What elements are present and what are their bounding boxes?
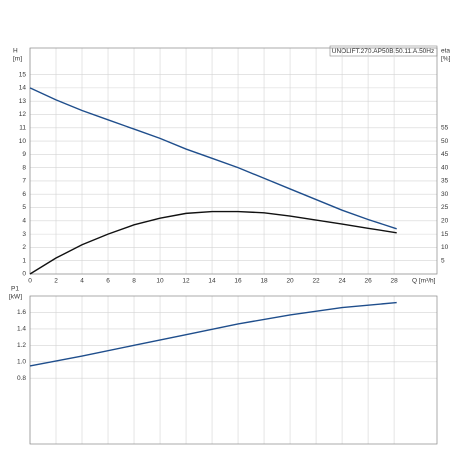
y-tick-label: 1.6: [17, 309, 26, 316]
x-tick-label: 8: [132, 278, 136, 285]
x-tick-label: 20: [286, 278, 294, 285]
y2-tick-label: 30: [441, 191, 449, 198]
plot-frame: [29, 47, 438, 275]
y-tick-label: 11: [19, 124, 26, 131]
y-tick-label: 1.4: [17, 326, 26, 333]
y-label: H: [13, 48, 18, 55]
x-tick-label: 2: [54, 278, 58, 285]
y-tick-label: 1: [22, 257, 26, 264]
y-tick-label: 8: [22, 164, 26, 171]
y-tick-label: 10: [19, 138, 27, 145]
x-tick-label: 6: [106, 278, 110, 285]
data-line: [29, 301, 397, 367]
x-tick-label: 14: [208, 278, 216, 285]
chart-title: UNOLIFT.270.AP50B.50.11.A.50Hz: [332, 48, 435, 55]
x-tick-label: 12: [182, 278, 190, 285]
y-tick-label: 1.0: [17, 358, 26, 365]
plot-frame: [29, 295, 438, 445]
y2-label: eta: [441, 48, 450, 55]
y2-tick-label: 40: [441, 164, 449, 171]
y-tick-label: 9: [22, 151, 26, 158]
data-line: [29, 210, 397, 275]
x-tick-label: 22: [312, 278, 320, 285]
x-tick-label: 0: [28, 278, 32, 285]
x-tick-label: 16: [234, 278, 242, 285]
y2-tick-label: 35: [441, 178, 449, 185]
x-tick-label: 4: [80, 278, 84, 285]
x-tick-label: 28: [390, 278, 398, 285]
y-tick-label: 3: [22, 231, 26, 238]
y-tick-label: 1.2: [17, 342, 26, 349]
y-tick-label: 14: [19, 85, 27, 92]
y2-tick-label: 15: [441, 231, 449, 238]
y2-tick-label: 5: [441, 257, 445, 264]
x-tick-label: 18: [260, 278, 268, 285]
y-tick-label: 0: [22, 271, 26, 278]
x-label: Q [m³/h]: [412, 278, 436, 285]
y-tick-label: 2: [22, 244, 26, 251]
y2-tick-label: 10: [441, 244, 449, 251]
y-tick-label: 4: [22, 218, 26, 225]
y-tick-label: 6: [22, 191, 26, 198]
y-tick-label: 12: [19, 111, 27, 118]
y2-tick-label: 20: [441, 218, 449, 225]
y-unit: [m]: [13, 56, 22, 63]
y2-tick-label: 45: [441, 151, 449, 158]
y-tick-label: 0.8: [17, 375, 26, 382]
y-label: P1: [11, 286, 19, 293]
y2-tick-label: 25: [441, 204, 449, 211]
y2-unit: [%]: [441, 56, 451, 63]
y-unit: [kW]: [9, 294, 22, 301]
y-tick-label: 5: [22, 204, 26, 211]
y-tick-label: 15: [19, 71, 27, 78]
y2-tick-label: 50: [441, 138, 449, 145]
x-tick-label: 24: [338, 278, 346, 285]
y-tick-label: 13: [19, 98, 27, 105]
y2-tick-label: 55: [441, 124, 449, 131]
y-tick-label: 7: [22, 178, 26, 185]
x-tick-label: 26: [364, 278, 372, 285]
data-line: [29, 87, 397, 230]
x-tick-label: 10: [156, 278, 164, 285]
